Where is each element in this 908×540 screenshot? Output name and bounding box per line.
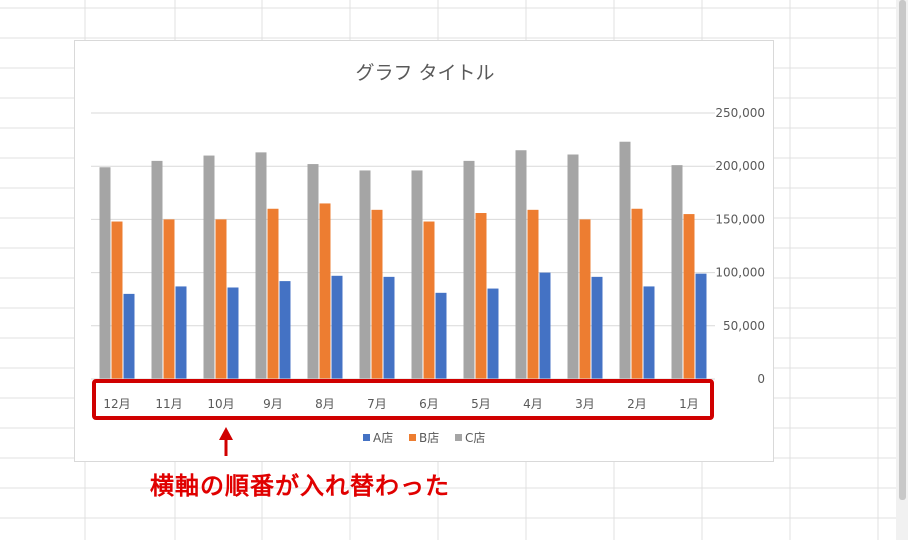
scrollbar-thumb[interactable] <box>899 0 906 500</box>
bar-a[interactable] <box>175 286 187 379</box>
bar-b[interactable] <box>111 221 123 379</box>
bar-c[interactable] <box>203 155 215 379</box>
x-tick-label: 7月 <box>367 397 387 411</box>
bar-a[interactable] <box>123 293 135 379</box>
bar-a[interactable] <box>383 276 395 379</box>
legend-swatch <box>409 434 416 441</box>
y-tick-label: 50,000 <box>723 319 765 333</box>
bar-b[interactable] <box>267 208 279 379</box>
bar-a[interactable] <box>695 273 707 379</box>
bar-b[interactable] <box>423 221 435 379</box>
y-tick-label: 150,000 <box>715 212 765 226</box>
bar-b[interactable] <box>631 208 643 379</box>
bar-a[interactable] <box>435 292 447 379</box>
bar-b[interactable] <box>683 214 695 379</box>
chart-svg: グラフ タイトル 0 50,000 100,000 150,000 200,000 250,… <box>91 62 765 445</box>
legend-swatch <box>363 434 370 441</box>
x-tick-label: 2月 <box>627 397 647 411</box>
bar-c[interactable] <box>359 170 371 379</box>
bar-b[interactable] <box>163 219 175 379</box>
bar-b[interactable] <box>319 203 331 379</box>
x-tick-label: 9月 <box>263 397 283 411</box>
bar-a[interactable] <box>591 276 603 379</box>
legend-label[interactable]: A店 <box>373 431 393 445</box>
bar-a[interactable] <box>279 281 291 379</box>
bar-b[interactable] <box>527 209 539 379</box>
bar-b[interactable] <box>579 219 591 379</box>
bar-c[interactable] <box>567 154 579 379</box>
bar-c[interactable] <box>99 167 111 379</box>
bar-a[interactable] <box>331 275 343 379</box>
x-tick-label: 11月 <box>155 397 182 411</box>
annotation-text: 横軸の順番が入れ替わった <box>150 472 450 500</box>
x-tick-label: 3月 <box>575 397 595 411</box>
x-tick-label: 8月 <box>315 397 335 411</box>
bar-b[interactable] <box>371 209 383 379</box>
x-tick-label: 6月 <box>419 397 439 411</box>
y-tick-label: 200,000 <box>715 159 765 173</box>
bar-c[interactable] <box>255 152 267 379</box>
x-tick-label: 12月 <box>103 397 130 411</box>
y-tick-label: 0 <box>757 372 765 386</box>
bar-b[interactable] <box>215 219 227 379</box>
bar-c[interactable] <box>671 165 683 379</box>
chart-title[interactable]: グラフ タイトル <box>355 62 494 84</box>
legend-label[interactable]: C店 <box>465 431 485 445</box>
bar-c[interactable] <box>515 150 527 379</box>
bar-c[interactable] <box>151 160 163 379</box>
y-tick-label: 100,000 <box>715 266 765 280</box>
bar-b[interactable] <box>475 213 487 379</box>
x-tick-label: 4月 <box>523 397 543 411</box>
x-tick-label: 1月 <box>679 397 699 411</box>
y-tick-label: 250,000 <box>715 106 765 120</box>
bar-a[interactable] <box>539 272 551 379</box>
bar-a[interactable] <box>487 288 499 379</box>
x-tick-label: 5月 <box>471 397 491 411</box>
bar-c[interactable] <box>411 170 423 379</box>
bar-a[interactable] <box>227 287 239 379</box>
x-tick-label: 10月 <box>207 397 234 411</box>
legend-swatch <box>455 434 462 441</box>
legend-label[interactable]: B店 <box>419 431 439 445</box>
bar-c[interactable] <box>463 160 475 379</box>
chart-area[interactable]: グラフ タイトル 0 50,000 100,000 150,000 200,000 250,… <box>74 40 774 462</box>
bar-c[interactable] <box>307 164 319 379</box>
bar-a[interactable] <box>643 286 655 379</box>
bar-c[interactable] <box>619 141 631 379</box>
